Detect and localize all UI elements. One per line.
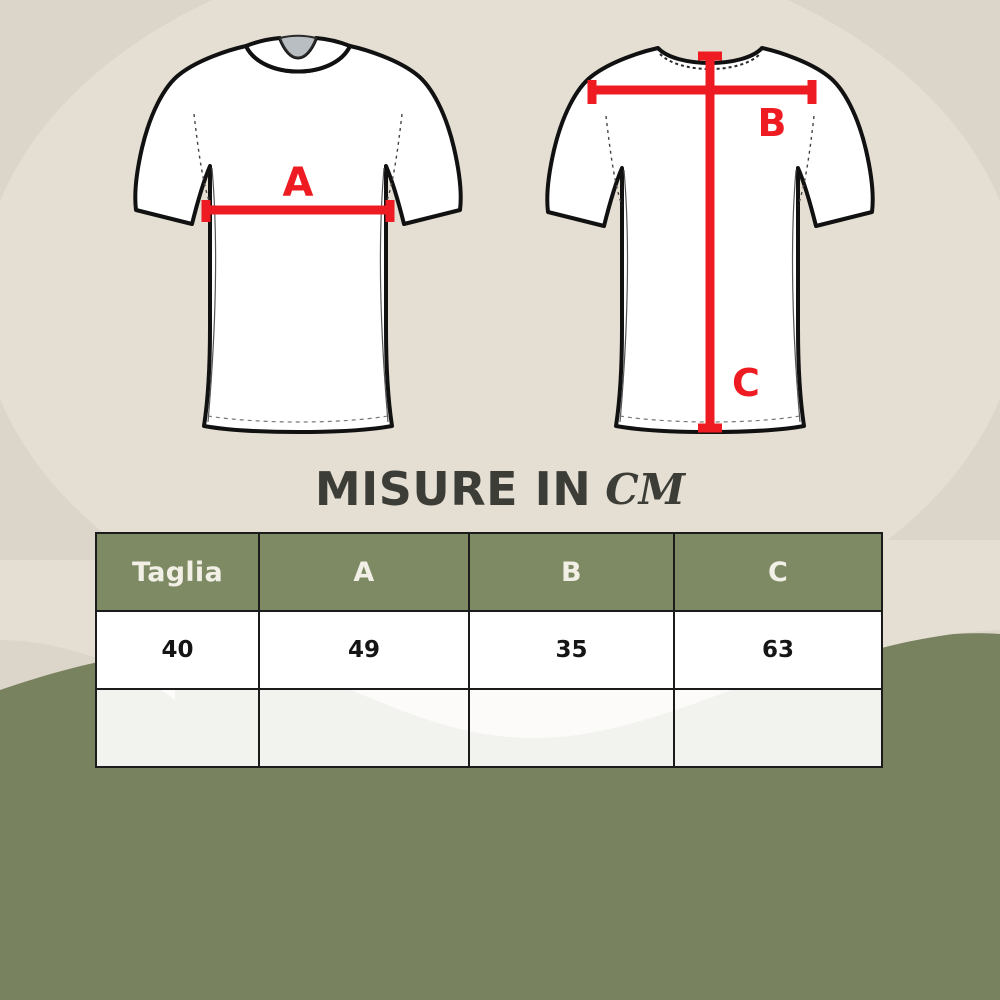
- table-row: 40 49 35 63: [95, 610, 883, 690]
- armhole-left-back: [605, 115, 623, 207]
- table-header-row: Taglia A B C: [95, 532, 883, 612]
- measure-label-b: B: [758, 101, 787, 145]
- cell-a: [258, 688, 470, 768]
- seam-left-front: [207, 167, 217, 423]
- tshirt-back-illustration: B C: [540, 28, 880, 448]
- collar-band-front: [244, 36, 352, 74]
- measure-label-a: A: [283, 160, 314, 206]
- cell-c: 63: [673, 610, 883, 690]
- cell-b: 35: [468, 610, 675, 690]
- measure-line-a: [201, 200, 395, 222]
- measure-line-c: [698, 51, 722, 433]
- cell-c: [673, 688, 883, 768]
- table-row: [95, 688, 883, 768]
- cell-taglia: [95, 688, 260, 768]
- page-title: MISURE IN CM: [0, 462, 1000, 516]
- seam-left-back: [619, 169, 629, 423]
- armhole-right-back: [797, 115, 815, 207]
- measure-line-b: [587, 80, 817, 104]
- column-header-a: A: [258, 532, 470, 612]
- armhole-left-front: [193, 113, 211, 205]
- page-title-main: MISURE IN: [314, 462, 592, 516]
- seam-right-back: [791, 169, 801, 423]
- cell-a: 49: [258, 610, 470, 690]
- size-table: Taglia A B C 40 49 35 63: [95, 532, 883, 768]
- neckline-stitch-back: [659, 53, 761, 70]
- inner-neck-front: [278, 34, 318, 59]
- armhole-right-front: [385, 113, 403, 205]
- column-header-c: C: [673, 532, 883, 612]
- column-header-taglia: Taglia: [95, 532, 260, 612]
- column-header-b: B: [468, 532, 675, 612]
- seam-right-front: [379, 167, 389, 423]
- cream-arc-right: [860, 540, 1000, 654]
- tshirt-front-body: [133, 34, 463, 434]
- cell-b: [468, 688, 675, 768]
- measure-label-c: C: [732, 361, 760, 405]
- hem-stitch-front: [207, 415, 389, 423]
- tshirt-front-illustration: A: [128, 28, 468, 448]
- page-title-unit: CM: [605, 464, 686, 514]
- cell-taglia: 40: [95, 610, 260, 690]
